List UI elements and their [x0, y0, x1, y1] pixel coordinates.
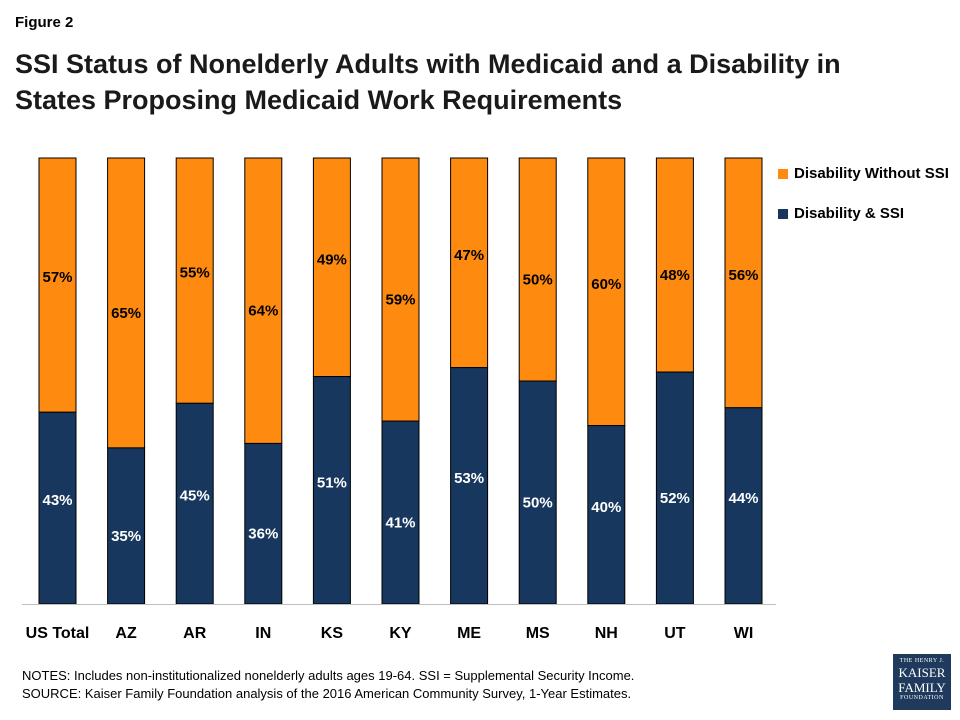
legend-item-without-ssi: Disability Without SSI [778, 164, 953, 184]
bar-ssi [450, 367, 489, 605]
data-label-ssi: 44% [728, 490, 758, 507]
bar-without-ssi [107, 157, 146, 449]
x-tick-label: WI [734, 625, 754, 642]
legend-swatch-ssi [778, 209, 788, 219]
source-text: SOURCE: Kaiser Family Foundation analysi… [22, 686, 632, 701]
chart-title: SSI Status of Nonelderly Adults with Med… [15, 49, 841, 115]
data-label-ssi: 41% [385, 515, 415, 532]
bar-ssi [587, 425, 626, 605]
data-label-without-ssi: 59% [385, 292, 415, 309]
legend-label-without-ssi: Disability Without SSI [794, 165, 949, 182]
x-tick-label: AZ [115, 625, 137, 642]
logo-line-3: FAMILY [898, 680, 946, 695]
logo-line-4: FOUNDATION [900, 695, 944, 701]
footnotes: NOTES: Includes non-institutionalized no… [22, 667, 634, 703]
data-label-without-ssi: 56% [728, 267, 758, 284]
notes-text: NOTES: Includes non-institutionalized no… [22, 668, 635, 683]
data-label-without-ssi: 64% [248, 303, 278, 320]
logo-line-1: THE HENRY J. [899, 658, 945, 664]
bar-ssi [38, 411, 77, 605]
figure-label: Figure 2 [15, 14, 74, 31]
data-label-ssi: 51% [317, 474, 347, 491]
kff-logo: THE HENRY J. KAISER FAMILY FOUNDATION [893, 654, 951, 710]
x-tick-label: US Total [26, 625, 90, 642]
data-label-ssi: 36% [248, 526, 278, 543]
x-tick-label: ME [457, 625, 481, 642]
data-label-without-ssi: 49% [317, 251, 347, 268]
bar-without-ssi [244, 157, 283, 444]
legend-label-ssi: Disability & SSI [794, 205, 905, 222]
data-label-without-ssi: 48% [660, 267, 690, 284]
legend-swatch-without-ssi [778, 169, 788, 179]
data-label-without-ssi: 57% [42, 269, 72, 286]
logo-line-2: KAISER [898, 665, 946, 680]
bar-ssi [655, 371, 694, 605]
data-label-without-ssi: 65% [111, 305, 141, 322]
data-label-without-ssi: 55% [180, 265, 210, 282]
x-tick-label: AR [183, 625, 207, 642]
bar-ssi [175, 402, 214, 605]
bar-ssi [724, 407, 763, 605]
data-label-without-ssi: 47% [454, 247, 484, 264]
x-tick-label: IN [255, 625, 271, 642]
bar-without-ssi [312, 157, 351, 378]
data-label-ssi: 52% [660, 490, 690, 507]
bar-without-ssi [655, 157, 694, 373]
legend-item-ssi: Disability & SSI [778, 204, 953, 224]
x-tick-label: KY [389, 625, 412, 642]
bar-without-ssi [724, 157, 763, 409]
chart-legend: Disability Without SSI Disability & SSI [778, 164, 953, 244]
bar-without-ssi [38, 157, 77, 413]
data-label-ssi: 43% [42, 492, 72, 509]
x-tick-label: NH [595, 625, 618, 642]
bar-without-ssi [175, 157, 214, 404]
bar-without-ssi [518, 157, 557, 382]
data-label-without-ssi: 50% [523, 272, 553, 289]
bar-ssi [518, 380, 557, 605]
data-label-ssi: 45% [180, 488, 210, 505]
x-tick-label: UT [664, 625, 686, 642]
bar-ssi [107, 447, 146, 605]
x-tick-label: MS [526, 625, 550, 642]
bar-without-ssi [587, 157, 626, 427]
data-label-ssi: 50% [523, 495, 553, 512]
x-tick-label: KS [321, 625, 344, 642]
data-label-ssi: 53% [454, 470, 484, 487]
bar-ssi [244, 442, 283, 605]
bar-ssi [381, 420, 420, 605]
data-label-ssi: 40% [591, 499, 621, 516]
bar-without-ssi [381, 157, 420, 422]
data-label-without-ssi: 60% [591, 276, 621, 293]
data-label-ssi: 35% [111, 528, 141, 545]
